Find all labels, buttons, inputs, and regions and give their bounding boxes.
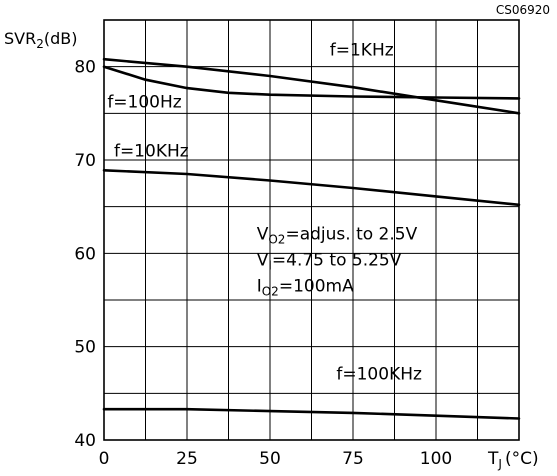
condition-symbol: V — [257, 250, 269, 270]
y-tick-label: 70 — [74, 151, 96, 171]
series-annotation: f=100Hz — [107, 93, 181, 113]
x-axis-label-unit: (°C) — [505, 449, 539, 469]
y-tick-label: 80 — [74, 58, 96, 78]
condition-subscript: I — [268, 258, 272, 272]
series-line-f-100khz — [102, 407, 521, 420]
x-tick-label: 25 — [176, 449, 198, 469]
condition-value: =4.75 to 5.25V — [272, 250, 402, 270]
plot-frame — [103, 19, 520, 441]
x-tick-label: 75 — [342, 449, 364, 469]
condition-subscript: O2 — [262, 285, 279, 299]
y-axis-label-subscript: 2 — [36, 37, 44, 51]
condition-subscript: O2 — [268, 232, 285, 246]
series-group — [102, 57, 521, 420]
condition-value: =adjus. to 2.5V — [285, 224, 417, 244]
series-line-f-1khz — [102, 57, 521, 115]
tick-labels: 0 25 50 75 100 40 50 60 70 80 — [74, 58, 452, 469]
text-labels: CS06920 SVR2(dB) TJ (°C) f=1KHz f=100Hz f=10KH… — [4, 3, 550, 471]
condition-symbol: I — [257, 277, 262, 297]
x-tick-label: 100 — [420, 449, 452, 469]
series-annotation: f=100KHz — [336, 364, 422, 384]
figure-code-label: CS06920 — [496, 3, 550, 17]
x-axis-label: TJ (°C) — [487, 449, 539, 471]
series-line-f-100hz — [102, 65, 521, 100]
condition-line: VI=4.75 to 5.25V — [257, 250, 402, 272]
condition-symbol: V — [257, 224, 269, 244]
x-axis-label-subscript: J — [497, 457, 502, 471]
y-axis-label-unit: (dB) — [44, 29, 78, 48]
series-annotation: f=10KHz — [114, 141, 189, 161]
x-tick-label: 0 — [99, 449, 110, 469]
x-axis-label-main: T — [487, 449, 499, 469]
y-axis-label: SVR2(dB) — [4, 29, 77, 51]
x-tick-label: 50 — [259, 449, 281, 469]
y-tick-label: 40 — [74, 431, 96, 451]
y-axis-label-main: SVR — [4, 29, 36, 48]
series-annotation: f=1KHz — [330, 40, 394, 60]
condition-line: VO2=adjus. to 2.5V — [257, 224, 418, 246]
condition-line: IO2=100mA — [257, 277, 354, 299]
y-tick-label: 50 — [74, 338, 96, 358]
condition-value: =100mA — [279, 277, 354, 297]
series-line-f-10khz — [102, 169, 521, 207]
y-tick-label: 60 — [74, 244, 96, 264]
